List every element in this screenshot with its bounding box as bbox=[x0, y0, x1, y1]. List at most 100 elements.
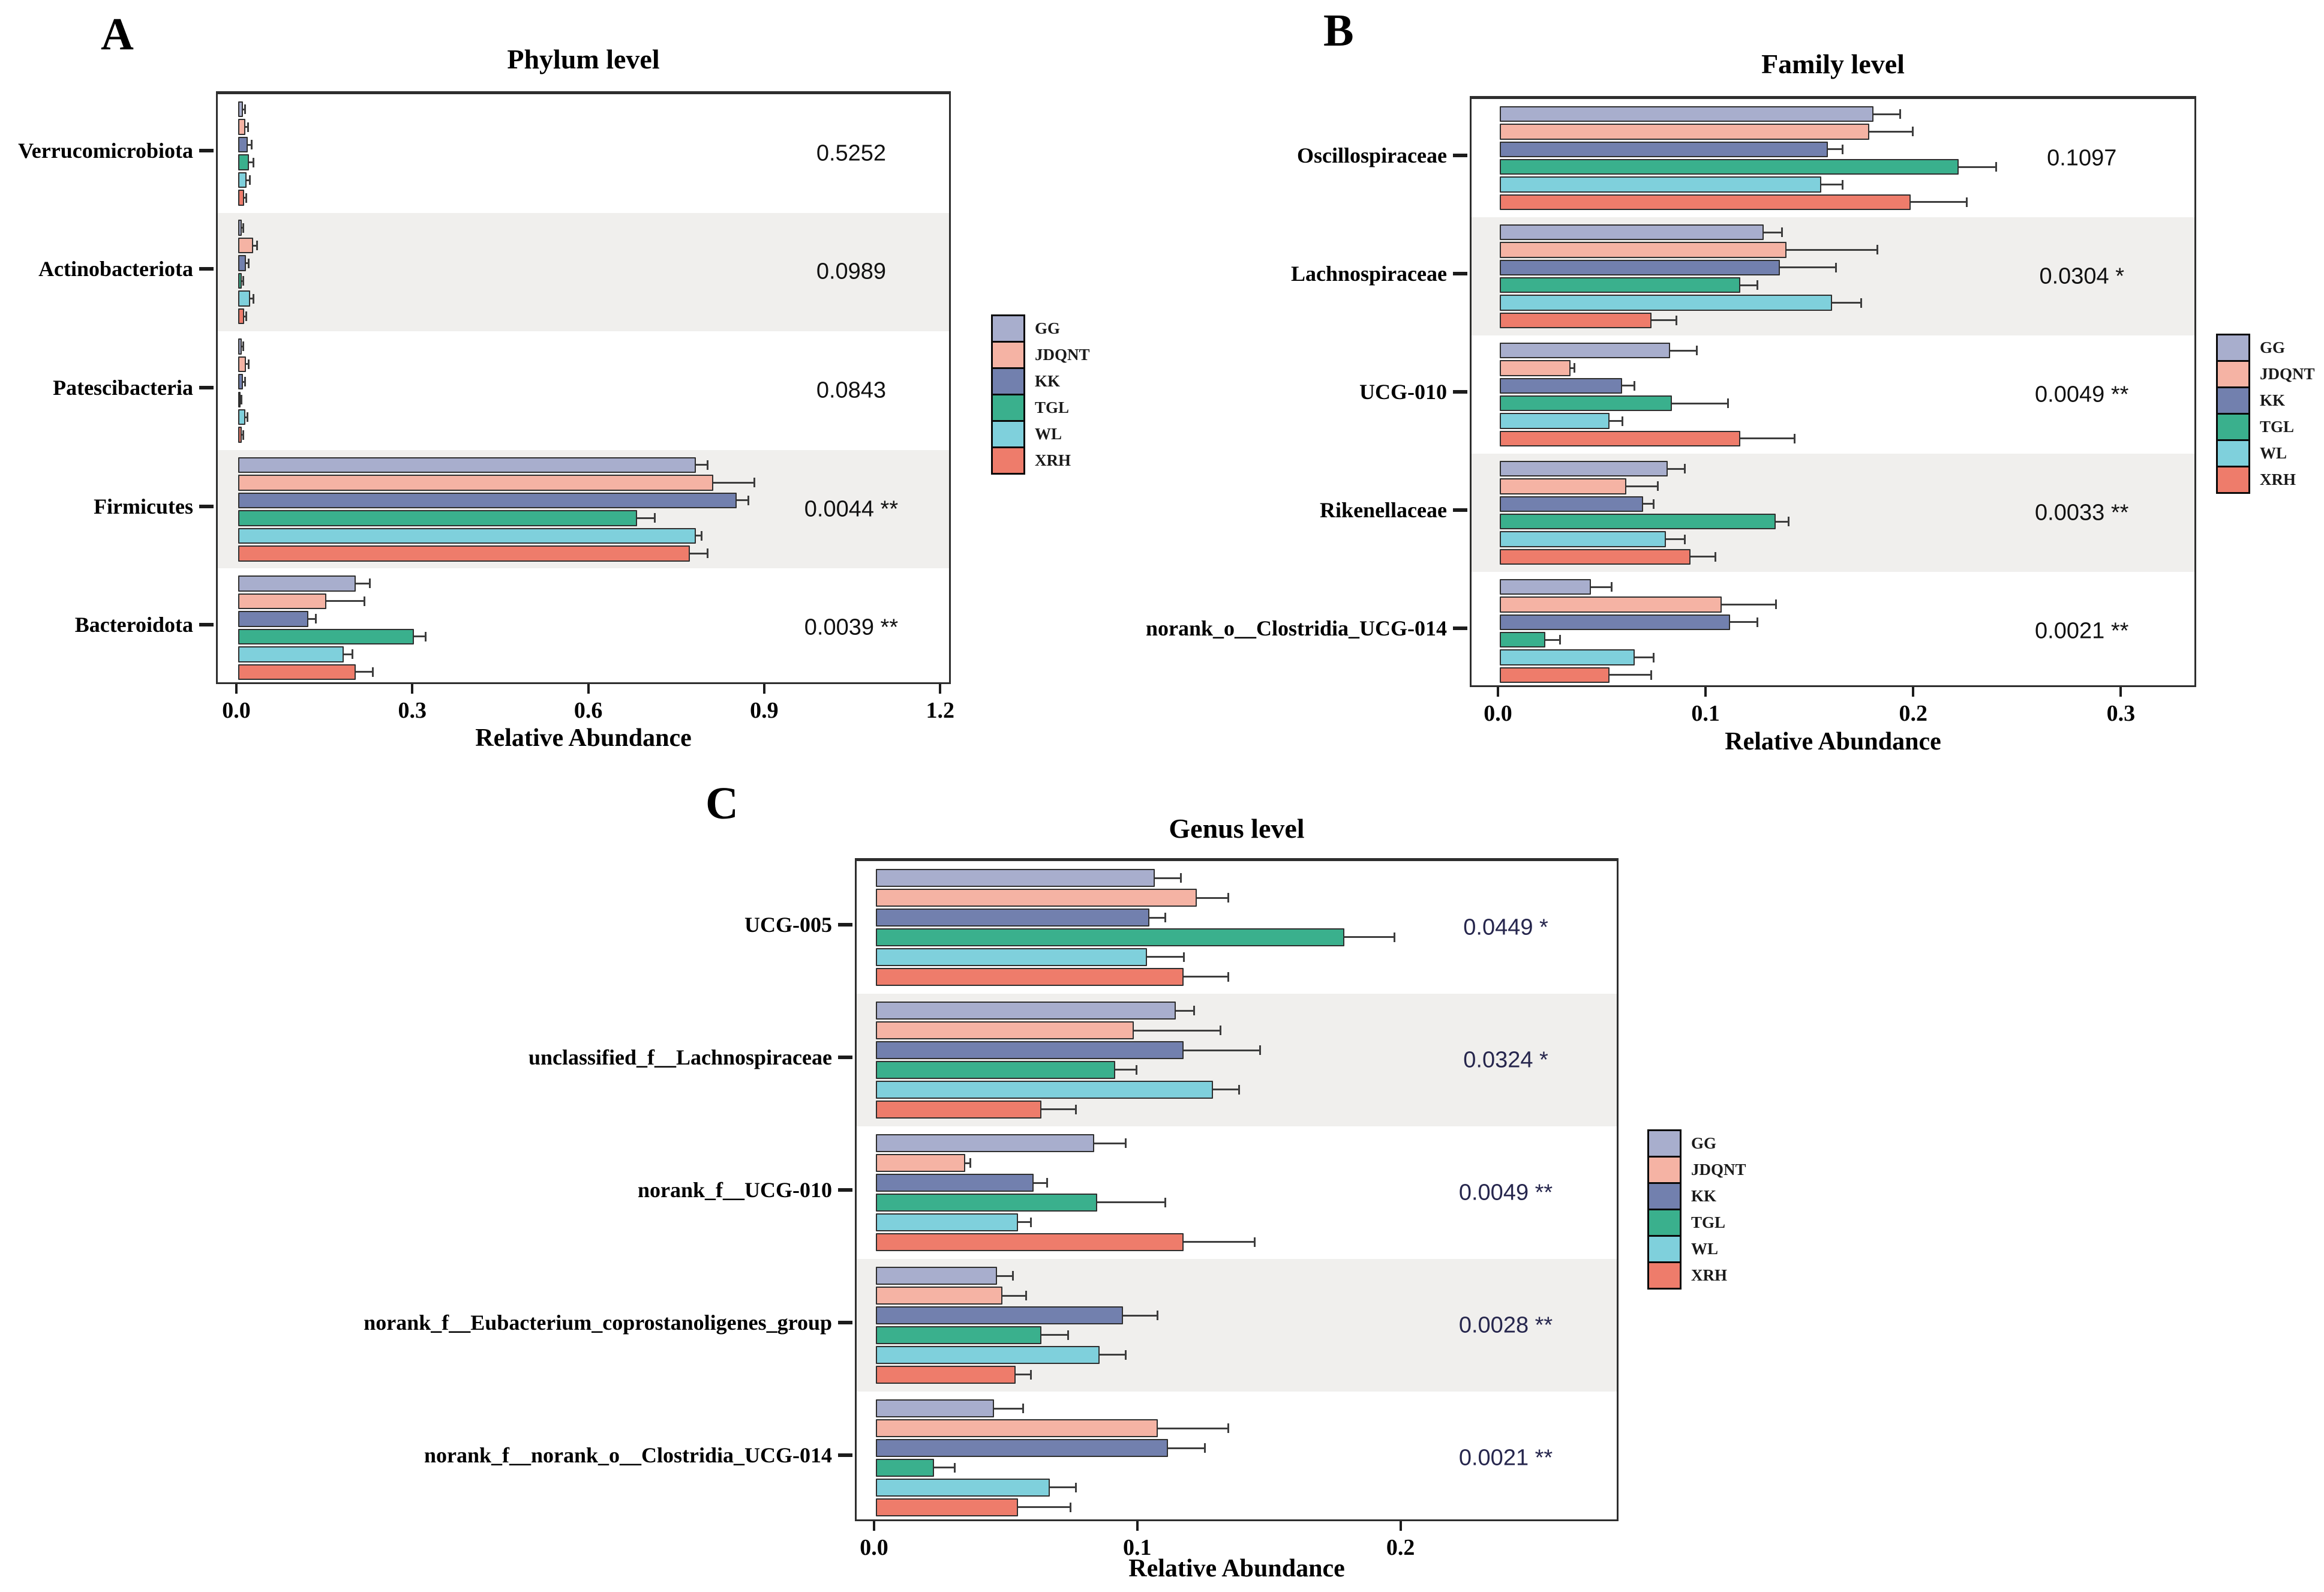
bar-WL bbox=[876, 1345, 1100, 1364]
bar-TGL bbox=[1500, 632, 1546, 648]
p-value-label: 0.0304 * bbox=[2039, 263, 2125, 289]
legend-label-GG: GG bbox=[2260, 338, 2286, 356]
legend-swatch-WL bbox=[2216, 439, 2250, 467]
error-bar bbox=[1821, 184, 1843, 186]
error-bar bbox=[244, 315, 247, 317]
p-value-label: 0.0843 bbox=[816, 377, 887, 403]
error-bar-cap bbox=[706, 548, 708, 559]
x-tick-label: 0.0 bbox=[1484, 701, 1512, 726]
category-label: unclassified_f__Lachnospiraceae bbox=[528, 1045, 832, 1069]
error-bar-cap bbox=[244, 104, 247, 115]
error-bar bbox=[1911, 201, 1967, 203]
error-bar-cap bbox=[245, 311, 248, 322]
legend-swatch-TGL bbox=[2216, 413, 2250, 441]
bar-JDQNT bbox=[238, 356, 246, 372]
error-bar bbox=[996, 1275, 1013, 1277]
legend-swatch-GG bbox=[1647, 1129, 1682, 1158]
panel-title-phylum: Phylum level bbox=[507, 44, 660, 74]
error-bar bbox=[965, 1162, 971, 1164]
category-tick-mark bbox=[1453, 626, 1467, 630]
bar-GG bbox=[876, 1399, 995, 1418]
bar-TGL bbox=[1500, 159, 1959, 175]
error-bar bbox=[1002, 1294, 1026, 1297]
legend-label-WL: WL bbox=[1691, 1240, 1719, 1258]
bar-JDQNT bbox=[1500, 360, 1571, 376]
bar-GG bbox=[876, 1134, 1095, 1153]
error-bar-cap bbox=[653, 513, 656, 523]
bar-KK bbox=[238, 374, 243, 390]
error-bar bbox=[1626, 485, 1658, 487]
bar-TGL bbox=[238, 391, 241, 407]
error-bar bbox=[1157, 1427, 1229, 1429]
legend-swatch-XRH bbox=[1647, 1261, 1682, 1290]
error-bar-cap bbox=[954, 1462, 956, 1473]
category-tick-mark bbox=[1453, 389, 1467, 394]
legend-label-KK: KK bbox=[1691, 1187, 1717, 1205]
legend-swatch-WL bbox=[991, 420, 1025, 448]
legend-swatch-WL bbox=[1647, 1235, 1682, 1263]
error-bar-cap bbox=[1203, 1443, 1206, 1453]
error-bar bbox=[1041, 1334, 1068, 1336]
error-bar bbox=[1634, 656, 1654, 659]
error-bar-cap bbox=[1652, 499, 1655, 509]
category-label: UCG-005 bbox=[744, 912, 832, 937]
legend-label-GG: GG bbox=[1691, 1134, 1717, 1152]
error-bar bbox=[1097, 1201, 1166, 1204]
bar-GG bbox=[1500, 106, 1873, 122]
plot-box-C: 0.0449 * 0.0324 * 0.0049 ** 0.0028 ** 0.0021… bbox=[855, 858, 1619, 1521]
category-tick-mark bbox=[838, 1188, 852, 1192]
error-bar-cap bbox=[1574, 363, 1576, 373]
error-bar bbox=[689, 552, 708, 554]
error-bar-cap bbox=[242, 430, 245, 440]
category-tick-mark bbox=[199, 267, 214, 271]
error-bar bbox=[1672, 402, 1728, 404]
bar-XRH bbox=[1500, 667, 1610, 683]
bar-JDQNT bbox=[876, 1021, 1134, 1040]
error-bar bbox=[1099, 1354, 1126, 1356]
category-tick-mark bbox=[1453, 153, 1467, 157]
bar-KK bbox=[876, 1174, 1034, 1192]
error-bar-cap bbox=[1683, 464, 1686, 474]
plot-box-B: 0.1097 0.0304 * 0.0049 ** 0.0033 ** 0.0021 *… bbox=[1470, 96, 2196, 687]
error-bar bbox=[1668, 467, 1685, 470]
bar-KK bbox=[1500, 496, 1643, 512]
legend-label-JDQNT: JDQNT bbox=[1035, 346, 1090, 364]
category-label: Firmicutes bbox=[94, 494, 193, 518]
error-bar bbox=[1197, 897, 1229, 899]
error-bar bbox=[242, 108, 245, 110]
error-bar bbox=[1034, 1182, 1047, 1184]
error-bar bbox=[1155, 877, 1181, 879]
error-bar-cap bbox=[256, 241, 258, 251]
error-bar bbox=[253, 244, 257, 247]
legend-label-XRH: XRH bbox=[1691, 1266, 1727, 1284]
x-tick-label: 0.0 bbox=[222, 698, 251, 723]
legend-swatch-TGL bbox=[1647, 1209, 1682, 1237]
error-bar bbox=[245, 262, 249, 265]
legend-label-KK: KK bbox=[2260, 391, 2286, 409]
error-bar bbox=[1740, 284, 1758, 286]
category-tick-mark bbox=[199, 148, 214, 152]
error-bar-cap bbox=[1220, 1026, 1222, 1036]
legend-label-TGL: TGL bbox=[1035, 398, 1070, 416]
category-tick-mark bbox=[838, 1453, 852, 1457]
error-bar-cap bbox=[1774, 599, 1777, 610]
bar-GG bbox=[876, 1002, 1176, 1020]
bar-TGL bbox=[1500, 395, 1673, 412]
x-tick-mark bbox=[873, 1521, 875, 1531]
bar-XRH bbox=[238, 545, 690, 562]
error-bar bbox=[245, 126, 248, 128]
bar-WL bbox=[1500, 649, 1635, 665]
error-bar-cap bbox=[1227, 893, 1230, 903]
bar-XRH bbox=[238, 427, 242, 443]
bar-KK bbox=[238, 136, 248, 153]
error-bar-cap bbox=[1656, 481, 1659, 491]
error-bar bbox=[1780, 266, 1836, 269]
error-bar bbox=[1722, 603, 1776, 605]
error-bar-cap bbox=[249, 175, 251, 185]
bar-TGL bbox=[238, 272, 242, 289]
error-bar bbox=[1017, 1506, 1071, 1509]
category-label: Lachnospiraceae bbox=[1291, 261, 1447, 286]
error-bar-cap bbox=[1611, 582, 1613, 592]
x-axis-label-c: Relative Abundance bbox=[1128, 1555, 1345, 1582]
error-bar-cap bbox=[1781, 227, 1783, 238]
